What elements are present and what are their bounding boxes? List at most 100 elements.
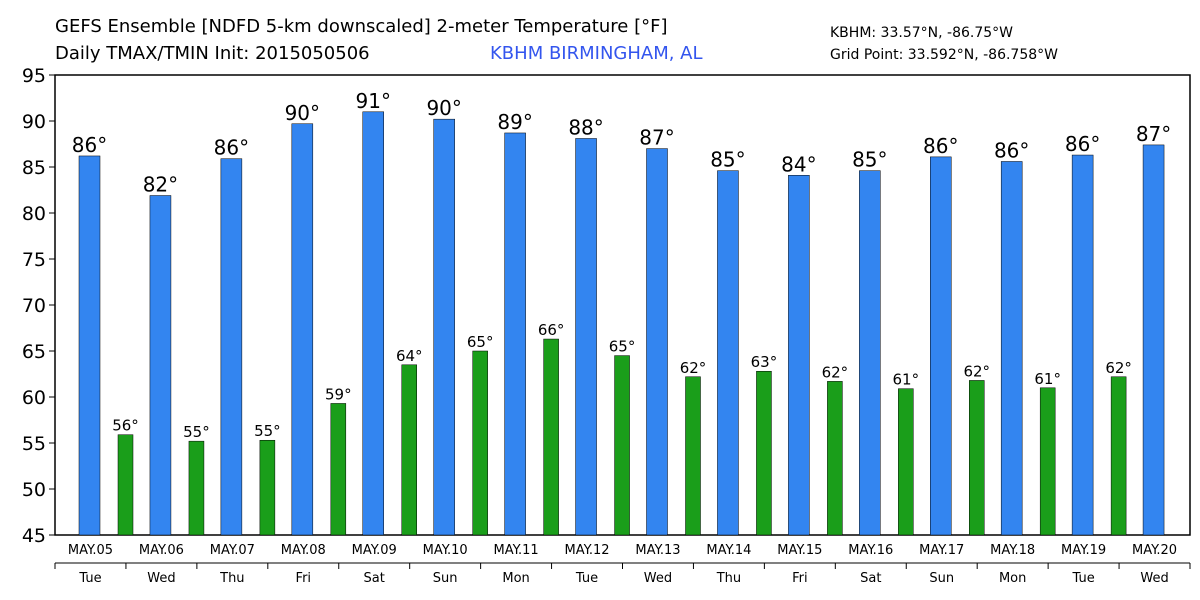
value-label: 91° (356, 89, 391, 113)
value-label: 59° (325, 385, 352, 403)
bar (362, 111, 384, 536)
value-label: 86° (1065, 132, 1100, 156)
location: KBHM BIRMINGHAM, AL (490, 43, 703, 64)
bar (827, 381, 843, 536)
day-label: Tue (1071, 571, 1094, 586)
x-tick-label: MAY.10 (423, 543, 468, 558)
value-label: 56° (112, 417, 139, 435)
day-label: Thu (219, 571, 244, 586)
x-tick-label: MAY.18 (990, 543, 1035, 558)
value-label: 65° (467, 333, 494, 351)
bar (1110, 376, 1127, 536)
x-tick-label: MAY.16 (848, 543, 893, 558)
bar (756, 370, 772, 536)
bar (685, 376, 701, 536)
day-label: Sun (433, 571, 458, 586)
value-label: 90° (285, 101, 320, 125)
day-label: Mon (999, 571, 1026, 586)
value-label: 61° (893, 371, 920, 389)
bar (1142, 144, 1165, 536)
grid-point: Grid Point: 33.592°N, -86.758°W (830, 47, 1058, 63)
value-label: 86° (923, 134, 958, 158)
bar (188, 440, 205, 536)
bar (504, 132, 526, 536)
value-label: 63° (751, 353, 778, 371)
x-tick-label: MAY.19 (1061, 543, 1106, 558)
value-label: 86° (994, 138, 1029, 162)
chart-subtitle: Daily TMAX/TMIN Init: 2015050506 (55, 43, 370, 64)
day-label: Fri (792, 571, 808, 586)
bar (149, 195, 172, 536)
value-label: 62° (1105, 359, 1132, 377)
day-label: Wed (147, 571, 175, 586)
bar (717, 170, 739, 536)
day-label: Wed (644, 571, 672, 586)
value-label: 62° (963, 362, 990, 380)
x-tick-label: MAY.13 (635, 543, 680, 558)
y-tick-label: 60 (22, 387, 46, 409)
bar (859, 170, 881, 536)
day-label: Fri (296, 571, 312, 586)
bar (930, 156, 952, 536)
x-tick-label: MAY.05 (68, 543, 113, 558)
x-tick-label: MAY.07 (210, 543, 255, 558)
bar (1071, 154, 1094, 536)
y-tick-label: 65 (22, 341, 46, 363)
day-label: Sat (860, 571, 881, 586)
day-label: Sat (364, 571, 385, 586)
y-tick-label: 80 (22, 203, 46, 225)
value-label: 64° (396, 347, 423, 365)
bar (614, 355, 630, 536)
bar (898, 388, 914, 536)
value-label: 87° (639, 126, 674, 150)
y-tick-label: 50 (22, 479, 46, 501)
day-label: Sun (929, 571, 954, 586)
value-label: 61° (1034, 370, 1061, 388)
day-label: Tue (575, 571, 598, 586)
bar (969, 380, 985, 536)
chart-title: GEFS Ensemble [NDFD 5-km downscaled] 2-m… (55, 16, 667, 37)
value-label: 86° (72, 133, 107, 157)
bar (575, 138, 597, 536)
bar (330, 403, 347, 536)
bar (220, 158, 243, 536)
station: KBHM: 33.57°N, -86.75°W (830, 25, 1013, 41)
bar (78, 155, 101, 536)
bar (1039, 387, 1056, 536)
value-label: 84° (781, 152, 816, 176)
value-label: 87° (1136, 122, 1171, 146)
y-tick-label: 75 (22, 249, 46, 271)
value-label: 90° (426, 96, 461, 120)
day-label: Tue (78, 571, 101, 586)
x-tick-label: MAY.08 (281, 543, 326, 558)
bar (472, 350, 488, 536)
value-label: 65° (609, 338, 636, 356)
bar (433, 118, 455, 536)
y-tick-label: 70 (22, 295, 46, 317)
bar (1000, 161, 1023, 536)
x-tick-label: MAY.09 (352, 543, 397, 558)
y-tick-label: 55 (22, 433, 46, 455)
day-label: Thu (716, 571, 741, 586)
x-tick-label: MAY.14 (706, 543, 751, 558)
value-label: 88° (568, 115, 603, 139)
value-label: 55° (254, 422, 281, 440)
y-tick-label: 45 (22, 525, 46, 547)
bar (259, 439, 276, 536)
x-tick-label: MAY.15 (777, 543, 822, 558)
x-tick-label: MAY.20 (1132, 543, 1177, 558)
y-tick-label: 95 (22, 65, 46, 87)
value-label: 62° (680, 359, 707, 377)
bar (788, 175, 810, 536)
x-tick-label: MAY.11 (494, 543, 539, 558)
value-label: 62° (822, 363, 849, 381)
x-tick-label: MAY.12 (564, 543, 609, 558)
bar (117, 434, 134, 536)
value-label: 85° (710, 148, 745, 172)
value-label: 55° (183, 423, 210, 441)
bar (401, 364, 417, 536)
bar (543, 338, 559, 536)
value-label: 82° (143, 173, 178, 197)
day-label: Wed (1140, 571, 1168, 586)
y-tick-label: 90 (22, 111, 46, 133)
